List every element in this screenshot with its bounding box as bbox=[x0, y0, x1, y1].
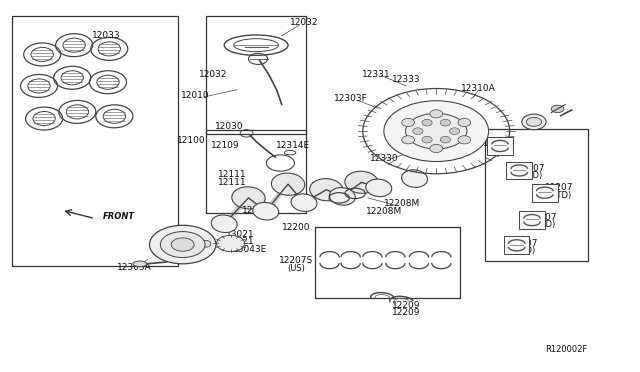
Bar bbox=[206, 131, 306, 213]
Ellipse shape bbox=[271, 173, 305, 195]
Text: 12208M: 12208M bbox=[383, 199, 420, 208]
Text: 12207: 12207 bbox=[510, 239, 539, 248]
Circle shape bbox=[172, 238, 194, 251]
Bar bbox=[315, 227, 461, 298]
Ellipse shape bbox=[430, 144, 443, 153]
Ellipse shape bbox=[366, 179, 392, 197]
Text: 12111: 12111 bbox=[218, 170, 246, 179]
Text: 12314E: 12314E bbox=[275, 141, 310, 150]
Ellipse shape bbox=[232, 187, 265, 209]
Ellipse shape bbox=[522, 114, 546, 130]
Circle shape bbox=[551, 105, 564, 113]
Text: 12310A: 12310A bbox=[461, 84, 496, 93]
Text: (STD): (STD) bbox=[532, 221, 555, 230]
Text: 12010: 12010 bbox=[181, 91, 210, 100]
Ellipse shape bbox=[402, 118, 415, 126]
Ellipse shape bbox=[402, 136, 415, 144]
Ellipse shape bbox=[211, 215, 237, 232]
Text: 12111: 12111 bbox=[218, 178, 246, 187]
Text: 13021: 13021 bbox=[226, 230, 255, 239]
Ellipse shape bbox=[430, 110, 443, 118]
Text: (STD): (STD) bbox=[513, 246, 536, 255]
Text: 12330: 12330 bbox=[369, 154, 398, 163]
Text: 15043E: 15043E bbox=[232, 245, 267, 254]
Text: 12333: 12333 bbox=[392, 75, 420, 84]
Bar bbox=[487, 137, 513, 155]
Ellipse shape bbox=[291, 194, 317, 211]
Circle shape bbox=[150, 225, 216, 264]
Text: 12030: 12030 bbox=[215, 122, 244, 131]
Ellipse shape bbox=[202, 240, 211, 247]
Text: 12032: 12032 bbox=[198, 70, 227, 79]
Ellipse shape bbox=[440, 119, 451, 126]
Ellipse shape bbox=[330, 187, 355, 205]
Text: 12109: 12109 bbox=[211, 141, 240, 150]
Bar bbox=[504, 236, 529, 254]
Ellipse shape bbox=[133, 261, 147, 267]
Text: 12208M: 12208M bbox=[365, 207, 402, 216]
Text: 12303: 12303 bbox=[159, 232, 188, 242]
Ellipse shape bbox=[458, 136, 471, 144]
Ellipse shape bbox=[422, 136, 432, 143]
Text: 12207S: 12207S bbox=[279, 256, 314, 265]
Ellipse shape bbox=[413, 128, 423, 135]
Text: 12033: 12033 bbox=[92, 31, 120, 41]
Text: 12207: 12207 bbox=[483, 139, 512, 148]
Text: 13021: 13021 bbox=[226, 237, 255, 246]
Text: R120002F: R120002F bbox=[545, 344, 587, 353]
Bar bbox=[506, 161, 532, 179]
Text: (STD): (STD) bbox=[519, 171, 542, 180]
Text: 12207: 12207 bbox=[529, 213, 558, 222]
Ellipse shape bbox=[310, 179, 343, 201]
Ellipse shape bbox=[422, 119, 432, 126]
Ellipse shape bbox=[401, 170, 428, 187]
Ellipse shape bbox=[458, 118, 471, 126]
Circle shape bbox=[161, 232, 205, 257]
Text: 12100: 12100 bbox=[177, 136, 205, 145]
Circle shape bbox=[384, 101, 488, 161]
Bar bbox=[532, 184, 557, 202]
Ellipse shape bbox=[253, 202, 278, 220]
Text: FRONT: FRONT bbox=[103, 212, 135, 221]
Text: 12200: 12200 bbox=[282, 223, 310, 232]
Circle shape bbox=[406, 113, 467, 149]
Text: (US): (US) bbox=[287, 264, 305, 273]
Text: (STD): (STD) bbox=[548, 191, 571, 200]
Text: 12299: 12299 bbox=[242, 206, 270, 215]
Text: 12032: 12032 bbox=[290, 19, 318, 28]
Ellipse shape bbox=[440, 136, 451, 143]
Text: 12207: 12207 bbox=[516, 164, 545, 173]
Bar bbox=[484, 129, 588, 261]
Ellipse shape bbox=[345, 171, 378, 193]
Text: (STD): (STD) bbox=[486, 146, 509, 155]
Text: 12209: 12209 bbox=[392, 308, 420, 317]
Bar bbox=[519, 211, 545, 229]
Bar bbox=[12, 16, 178, 266]
Bar bbox=[206, 16, 306, 134]
Text: 12303F: 12303F bbox=[334, 94, 367, 103]
Circle shape bbox=[216, 235, 244, 251]
Text: 12331: 12331 bbox=[362, 70, 390, 79]
Text: 12209: 12209 bbox=[392, 301, 420, 310]
Ellipse shape bbox=[449, 128, 460, 135]
Circle shape bbox=[526, 118, 541, 126]
Text: 12207: 12207 bbox=[545, 183, 573, 192]
Text: 12303A: 12303A bbox=[117, 263, 152, 272]
